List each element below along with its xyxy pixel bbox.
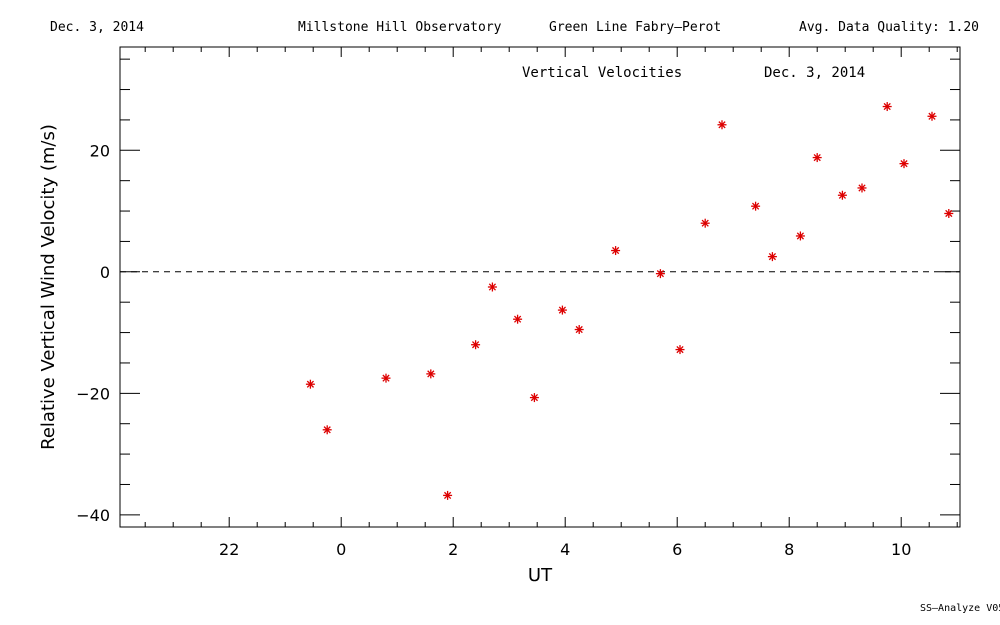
y-tick-labels: 20 0 −20 −40 — [76, 141, 110, 525]
data-point — [812, 153, 822, 163]
data-point — [443, 490, 453, 500]
data-point — [426, 369, 436, 379]
data-point — [487, 282, 497, 292]
data-point — [305, 379, 315, 389]
data-point — [944, 208, 954, 218]
axis-ticks — [120, 47, 960, 527]
y-axis-label: Relative Vertical Wind Velocity (m/s) — [38, 124, 59, 450]
data-point — [857, 183, 867, 193]
data-point — [700, 218, 710, 228]
data-point — [574, 325, 584, 335]
x-tick-label: 6 — [672, 540, 682, 559]
data-point — [927, 111, 937, 121]
y-tick-label: −40 — [76, 506, 110, 525]
x-tick-label: 22 — [219, 540, 239, 559]
header-quality: Avg. Data Quality: 1.20 — [799, 20, 979, 35]
data-point — [471, 340, 481, 350]
x-axis-label: UT — [528, 565, 553, 586]
header-date: Dec. 3, 2014 — [50, 20, 144, 35]
x-tick-label: 8 — [784, 540, 794, 559]
data-point — [899, 159, 909, 169]
x-tick-label: 4 — [560, 540, 570, 559]
data-point — [381, 373, 391, 383]
data-point — [655, 269, 665, 279]
data-point — [557, 305, 567, 315]
software-version: SS—Analyze V05 — [920, 603, 1000, 614]
data-points — [305, 102, 954, 500]
y-tick-label: 20 — [90, 141, 110, 160]
data-point — [611, 246, 621, 256]
header-observatory: Millstone Hill Observatory — [298, 20, 502, 35]
chart-subtitle: Dec. 3, 2014 — [764, 65, 865, 81]
x-tick-label: 2 — [448, 540, 458, 559]
data-point — [767, 252, 777, 262]
data-point — [717, 120, 727, 130]
x-tick-label: 10 — [891, 540, 911, 559]
y-tick-label: 0 — [100, 263, 110, 282]
data-point — [322, 425, 332, 435]
plot-frame — [119, 46, 961, 528]
header-instrument: Green Line Fabry—Perot — [549, 20, 721, 35]
x-tick-label: 0 — [336, 540, 346, 559]
data-point — [529, 393, 539, 403]
data-point — [882, 102, 892, 112]
data-point — [837, 190, 847, 200]
y-tick-label: −20 — [76, 384, 110, 403]
x-tick-labels: 22 0 2 4 6 8 10 — [219, 540, 911, 559]
data-point — [795, 231, 805, 241]
data-point — [513, 314, 523, 324]
chart-title: Vertical Velocities — [522, 65, 682, 81]
data-point — [751, 201, 761, 211]
data-point — [675, 345, 685, 355]
